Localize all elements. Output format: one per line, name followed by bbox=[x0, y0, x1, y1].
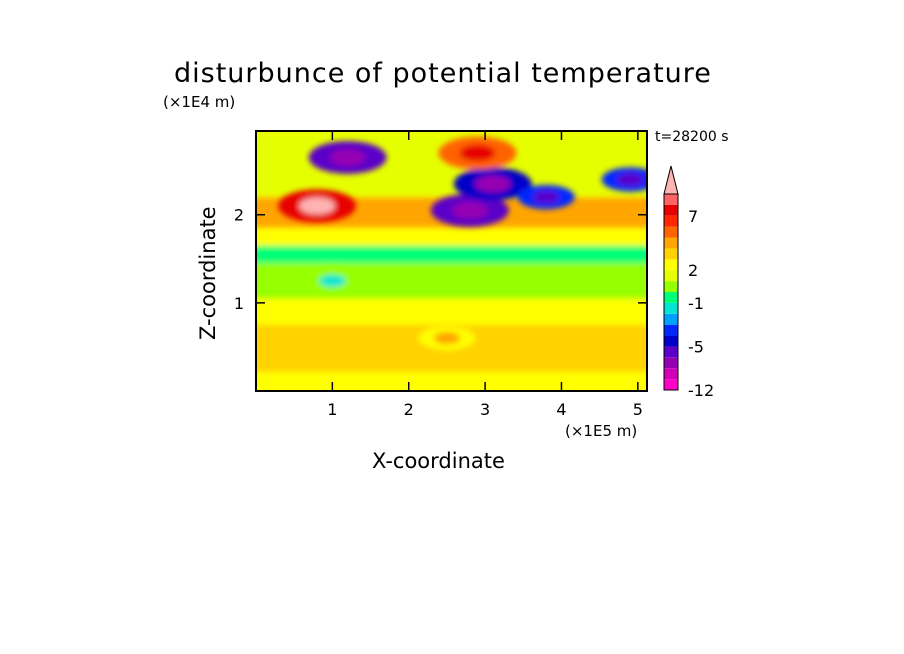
colorbar-tick-label: 7 bbox=[688, 207, 698, 226]
colorbar-cell bbox=[664, 270, 678, 282]
colorbar-frame bbox=[663, 193, 679, 391]
heatmap-features bbox=[278, 136, 647, 351]
colorbar: -12-5-127 bbox=[663, 165, 714, 400]
colorbar-cell bbox=[664, 368, 678, 380]
heatmap-band bbox=[256, 227, 647, 246]
colorbar-cell bbox=[664, 292, 678, 303]
colorbar-cell bbox=[664, 346, 678, 358]
heatmap-feature-core bbox=[433, 331, 461, 345]
x-tick-label: 5 bbox=[633, 400, 643, 419]
x-tick-label: 3 bbox=[480, 400, 490, 419]
colorbar-tick-label: 2 bbox=[688, 261, 698, 280]
x-axis-label: X-coordinate bbox=[372, 449, 505, 473]
x-tick-label: 2 bbox=[404, 400, 414, 419]
heatmap-band bbox=[256, 245, 647, 264]
chart-title: disturbunce of potential temperature bbox=[174, 58, 712, 89]
colorbar-cell bbox=[664, 379, 678, 390]
colorbar-cell bbox=[664, 248, 678, 260]
colorbar-cell bbox=[664, 357, 678, 369]
plot-frame bbox=[255, 130, 648, 392]
heatmap-plot-area bbox=[256, 131, 647, 391]
colorbar-cell bbox=[664, 204, 678, 216]
heatmap-feature-core bbox=[319, 274, 346, 287]
y-tick-label: 2 bbox=[234, 206, 244, 225]
heatmap-feature-core bbox=[474, 175, 511, 193]
colorbar-tick-label: -5 bbox=[688, 337, 704, 356]
colorbar-cell bbox=[664, 324, 678, 336]
y-axis-unit: (×1E4 m) bbox=[163, 93, 236, 111]
colorbar-cell bbox=[664, 259, 678, 271]
colorbar-cell bbox=[664, 313, 678, 325]
colorbar-tick-label: -12 bbox=[688, 381, 714, 400]
colorbar-cell bbox=[664, 194, 678, 205]
colorbar-cell bbox=[664, 237, 678, 249]
colorbar-cell bbox=[664, 226, 678, 238]
x-tick-label: 4 bbox=[556, 400, 566, 419]
heatmap-feature-core bbox=[299, 197, 336, 215]
colorbar-tick-label: -1 bbox=[688, 294, 704, 313]
heatmap-bands bbox=[256, 131, 647, 391]
axes: 1 2 3 4 5 1 2 bbox=[234, 131, 647, 419]
colorbar-extend-arrow bbox=[663, 165, 679, 195]
time-label: t=28200 s bbox=[655, 129, 729, 145]
colorbar-cell bbox=[664, 215, 678, 227]
x-axis-unit: (×1E5 m) bbox=[565, 422, 638, 440]
heatmap-feature-core bbox=[459, 144, 496, 162]
x-tick-label: 1 bbox=[327, 400, 337, 419]
y-tick-label: 1 bbox=[234, 294, 244, 313]
colorbar-cell bbox=[664, 302, 678, 314]
heatmap-feature-core bbox=[451, 201, 488, 219]
colorbar-cell bbox=[664, 335, 678, 347]
y-axis-label: Z-coordinate bbox=[196, 206, 220, 340]
heatmap-band bbox=[256, 371, 647, 391]
heatmap-feature-core bbox=[329, 149, 366, 166]
colorbar-cell bbox=[664, 281, 678, 292]
heatmap-feature-core bbox=[532, 190, 560, 204]
heatmap-feature-core bbox=[616, 173, 644, 186]
heatmap-band bbox=[256, 298, 647, 325]
